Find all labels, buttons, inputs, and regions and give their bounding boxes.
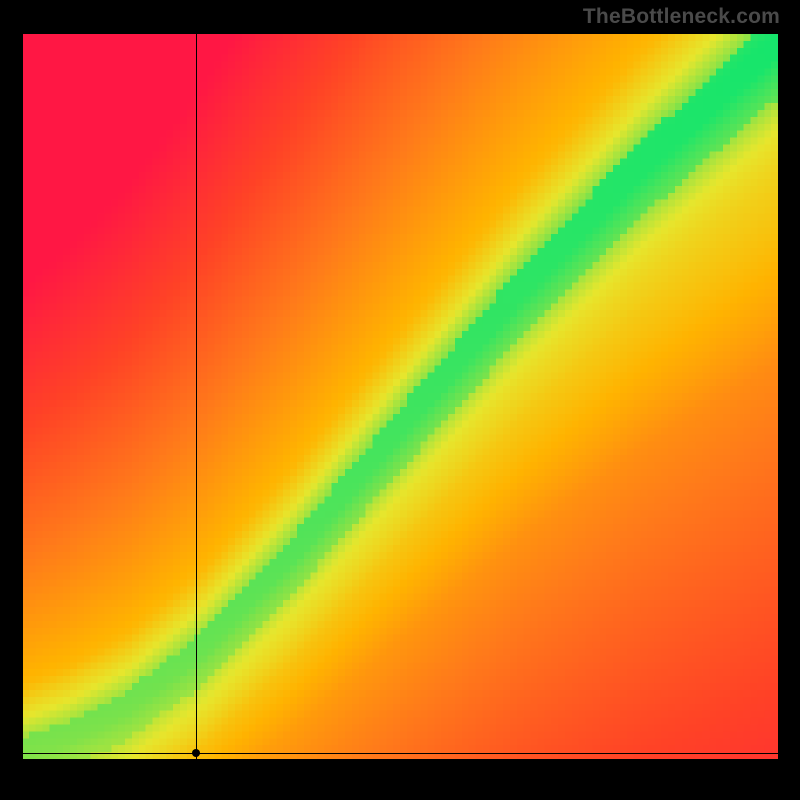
crosshair-horizontal-line — [22, 753, 778, 754]
watermark-text: TheBottleneck.com — [583, 5, 780, 29]
crosshair-vertical-line — [196, 34, 197, 759]
heatmap-canvas — [22, 34, 778, 759]
x-axis-line — [22, 759, 778, 760]
crosshair-marker-dot — [192, 749, 200, 757]
y-axis-line — [22, 34, 23, 759]
figure-container: TheBottleneck.com — [0, 0, 800, 800]
heatmap-plot-area — [22, 34, 778, 759]
